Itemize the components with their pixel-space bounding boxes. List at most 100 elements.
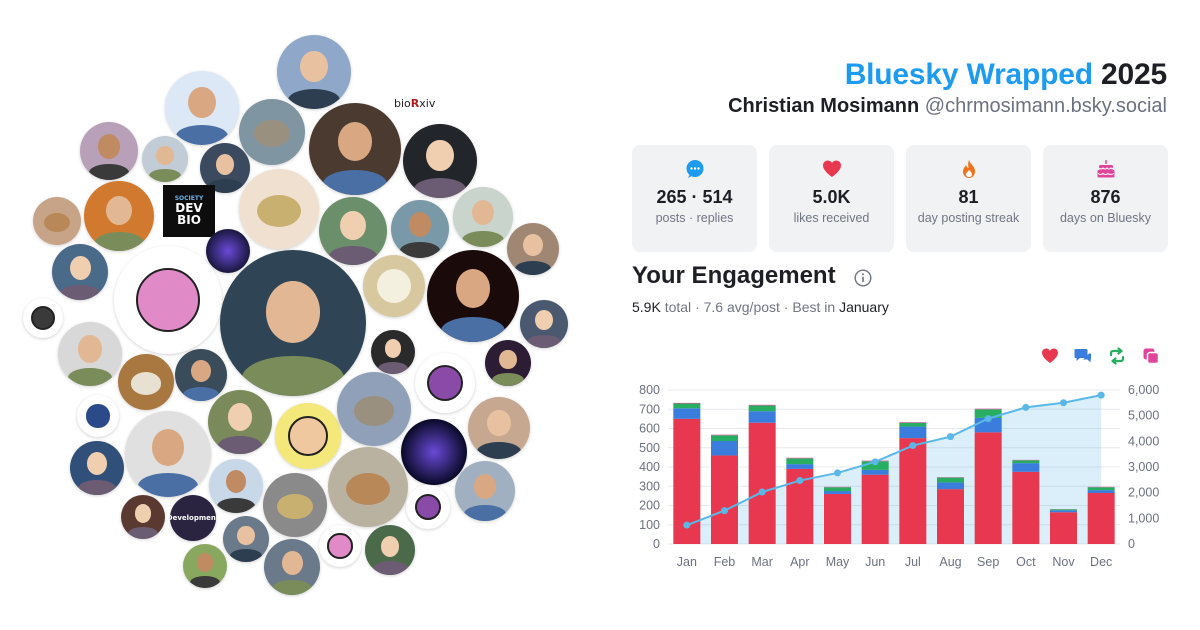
- user-handle[interactable]: @chrmosimann.bsky.social: [924, 95, 1167, 117]
- avatar[interactable]: [223, 516, 269, 562]
- devbio-society-label: SOCIETY: [174, 195, 204, 202]
- y-left-tick-label: 0: [653, 537, 660, 551]
- avatar-animal[interactable]: [118, 354, 174, 410]
- avatar[interactable]: [58, 322, 122, 386]
- reply-icon[interactable]: [1074, 347, 1092, 365]
- y-right-tick-label: 2,000: [1128, 486, 1159, 500]
- bar-segment-heart: [899, 438, 927, 544]
- info-icon[interactable]: [854, 269, 872, 287]
- avatar-animal[interactable]: [239, 99, 305, 165]
- avatar[interactable]: [277, 35, 351, 109]
- avatar-cartoon[interactable]: [319, 525, 361, 567]
- biorxiv-logo[interactable]: bioRxiv: [394, 97, 435, 110]
- avatar[interactable]: [371, 330, 415, 374]
- heart-icon[interactable]: [1041, 347, 1059, 365]
- year-title: 2025: [1101, 58, 1167, 91]
- avatar[interactable]: [485, 340, 531, 386]
- avatar-logo[interactable]: [363, 255, 425, 317]
- stat-value: 876: [1090, 187, 1121, 207]
- avatar[interactable]: [208, 390, 272, 454]
- cumulative-point: [984, 415, 992, 423]
- stat-card-streak: 81 day posting streak: [906, 145, 1031, 252]
- stat-label: posts · replies: [655, 211, 734, 225]
- bar-segment-heart: [1087, 492, 1115, 544]
- avatar-animal[interactable]: [337, 372, 411, 446]
- avatar-cartoon[interactable]: [114, 246, 222, 354]
- avatar[interactable]: [175, 349, 227, 401]
- avatar[interactable]: [453, 187, 513, 247]
- avatar[interactable]: [403, 124, 477, 198]
- avatar-animal[interactable]: [33, 197, 81, 245]
- avatar[interactable]: [520, 300, 568, 348]
- avatar-cartoon[interactable]: [275, 403, 341, 469]
- cumulative-point: [871, 458, 879, 466]
- avatar[interactable]: [125, 411, 211, 497]
- bar-segment-quote: [786, 457, 814, 459]
- bar-segment-repost: [1050, 509, 1077, 511]
- y-left-tick-label: 600: [639, 422, 660, 436]
- avatar[interactable]: [365, 525, 415, 575]
- quote-icon[interactable]: [1142, 347, 1160, 365]
- biorxiv-suffix: xiv: [419, 97, 436, 110]
- x-tick-label: Jan: [677, 555, 697, 569]
- avatar[interactable]: [84, 181, 154, 251]
- avatar[interactable]: [427, 250, 519, 342]
- avatar-cartoon[interactable]: [23, 298, 63, 338]
- stat-value: 81: [958, 187, 979, 207]
- stat-value: 265 · 514: [656, 187, 733, 207]
- engagement-average: 7.6 avg/post: [703, 299, 780, 315]
- avatar[interactable]: [142, 136, 188, 182]
- avatar-devbio[interactable]: SOCIETY DEV BIO: [163, 185, 215, 237]
- avatar[interactable]: [200, 143, 250, 193]
- x-tick-label: Apr: [790, 555, 809, 569]
- x-tick-label: Jul: [905, 555, 921, 569]
- avatar[interactable]: [183, 544, 227, 588]
- avatar-animal[interactable]: [263, 473, 327, 537]
- avatar[interactable]: [80, 122, 138, 180]
- avatar[interactable]: [319, 197, 387, 265]
- y-left-tick-label: 700: [639, 402, 660, 416]
- bar-segment-heart: [711, 455, 738, 544]
- avatar-pattern[interactable]: [401, 419, 467, 485]
- y-right-tick-label: 4,000: [1128, 434, 1159, 448]
- avatar[interactable]: [52, 244, 108, 300]
- stat-card-likes: 5.0K likes received: [769, 145, 894, 252]
- cumulative-point: [909, 442, 917, 450]
- bar-segment-quote: [673, 402, 701, 404]
- avatar-animal[interactable]: [328, 447, 408, 527]
- bar-segment-repost: [824, 487, 851, 492]
- avatar-cartoon[interactable]: [406, 485, 450, 529]
- cumulative-point: [1060, 399, 1067, 407]
- avatar[interactable]: [264, 539, 320, 595]
- avatar-development[interactable]: Development: [170, 495, 216, 541]
- bar-segment-reply: [1050, 510, 1077, 513]
- bar-segment-reply: [711, 441, 738, 456]
- avatar[interactable]: [507, 223, 559, 275]
- x-tick-label: Jun: [865, 555, 885, 569]
- x-tick-label: Oct: [1016, 555, 1036, 569]
- repost-icon[interactable]: [1108, 347, 1126, 365]
- avatar[interactable]: [165, 71, 239, 145]
- avatar[interactable]: [121, 495, 165, 539]
- x-tick-label: Aug: [939, 555, 961, 569]
- avatar-logo[interactable]: [77, 395, 119, 437]
- bar-segment-quote: [899, 422, 927, 423]
- avatar[interactable]: [468, 397, 530, 459]
- bar-segment-heart: [1050, 512, 1077, 544]
- avatar-animal[interactable]: [239, 169, 319, 249]
- bar-segment-heart: [937, 489, 964, 544]
- avatar-cartoon[interactable]: [415, 353, 475, 413]
- avatar[interactable]: [455, 461, 515, 521]
- avatar[interactable]: [209, 459, 263, 513]
- bar-segment-reply: [673, 408, 701, 419]
- summary-separator: ·: [783, 299, 789, 315]
- avatar[interactable]: [309, 103, 401, 195]
- avatar[interactable]: [220, 250, 366, 396]
- avatar[interactable]: [391, 200, 449, 258]
- cake-icon: [1097, 160, 1114, 178]
- y-left-tick-label: 500: [639, 441, 660, 455]
- bar-segment-repost: [899, 422, 927, 427]
- avatar-pattern[interactable]: [206, 229, 250, 273]
- avatar[interactable]: [70, 441, 124, 495]
- page-title: Bluesky Wrapped 2025: [845, 58, 1167, 92]
